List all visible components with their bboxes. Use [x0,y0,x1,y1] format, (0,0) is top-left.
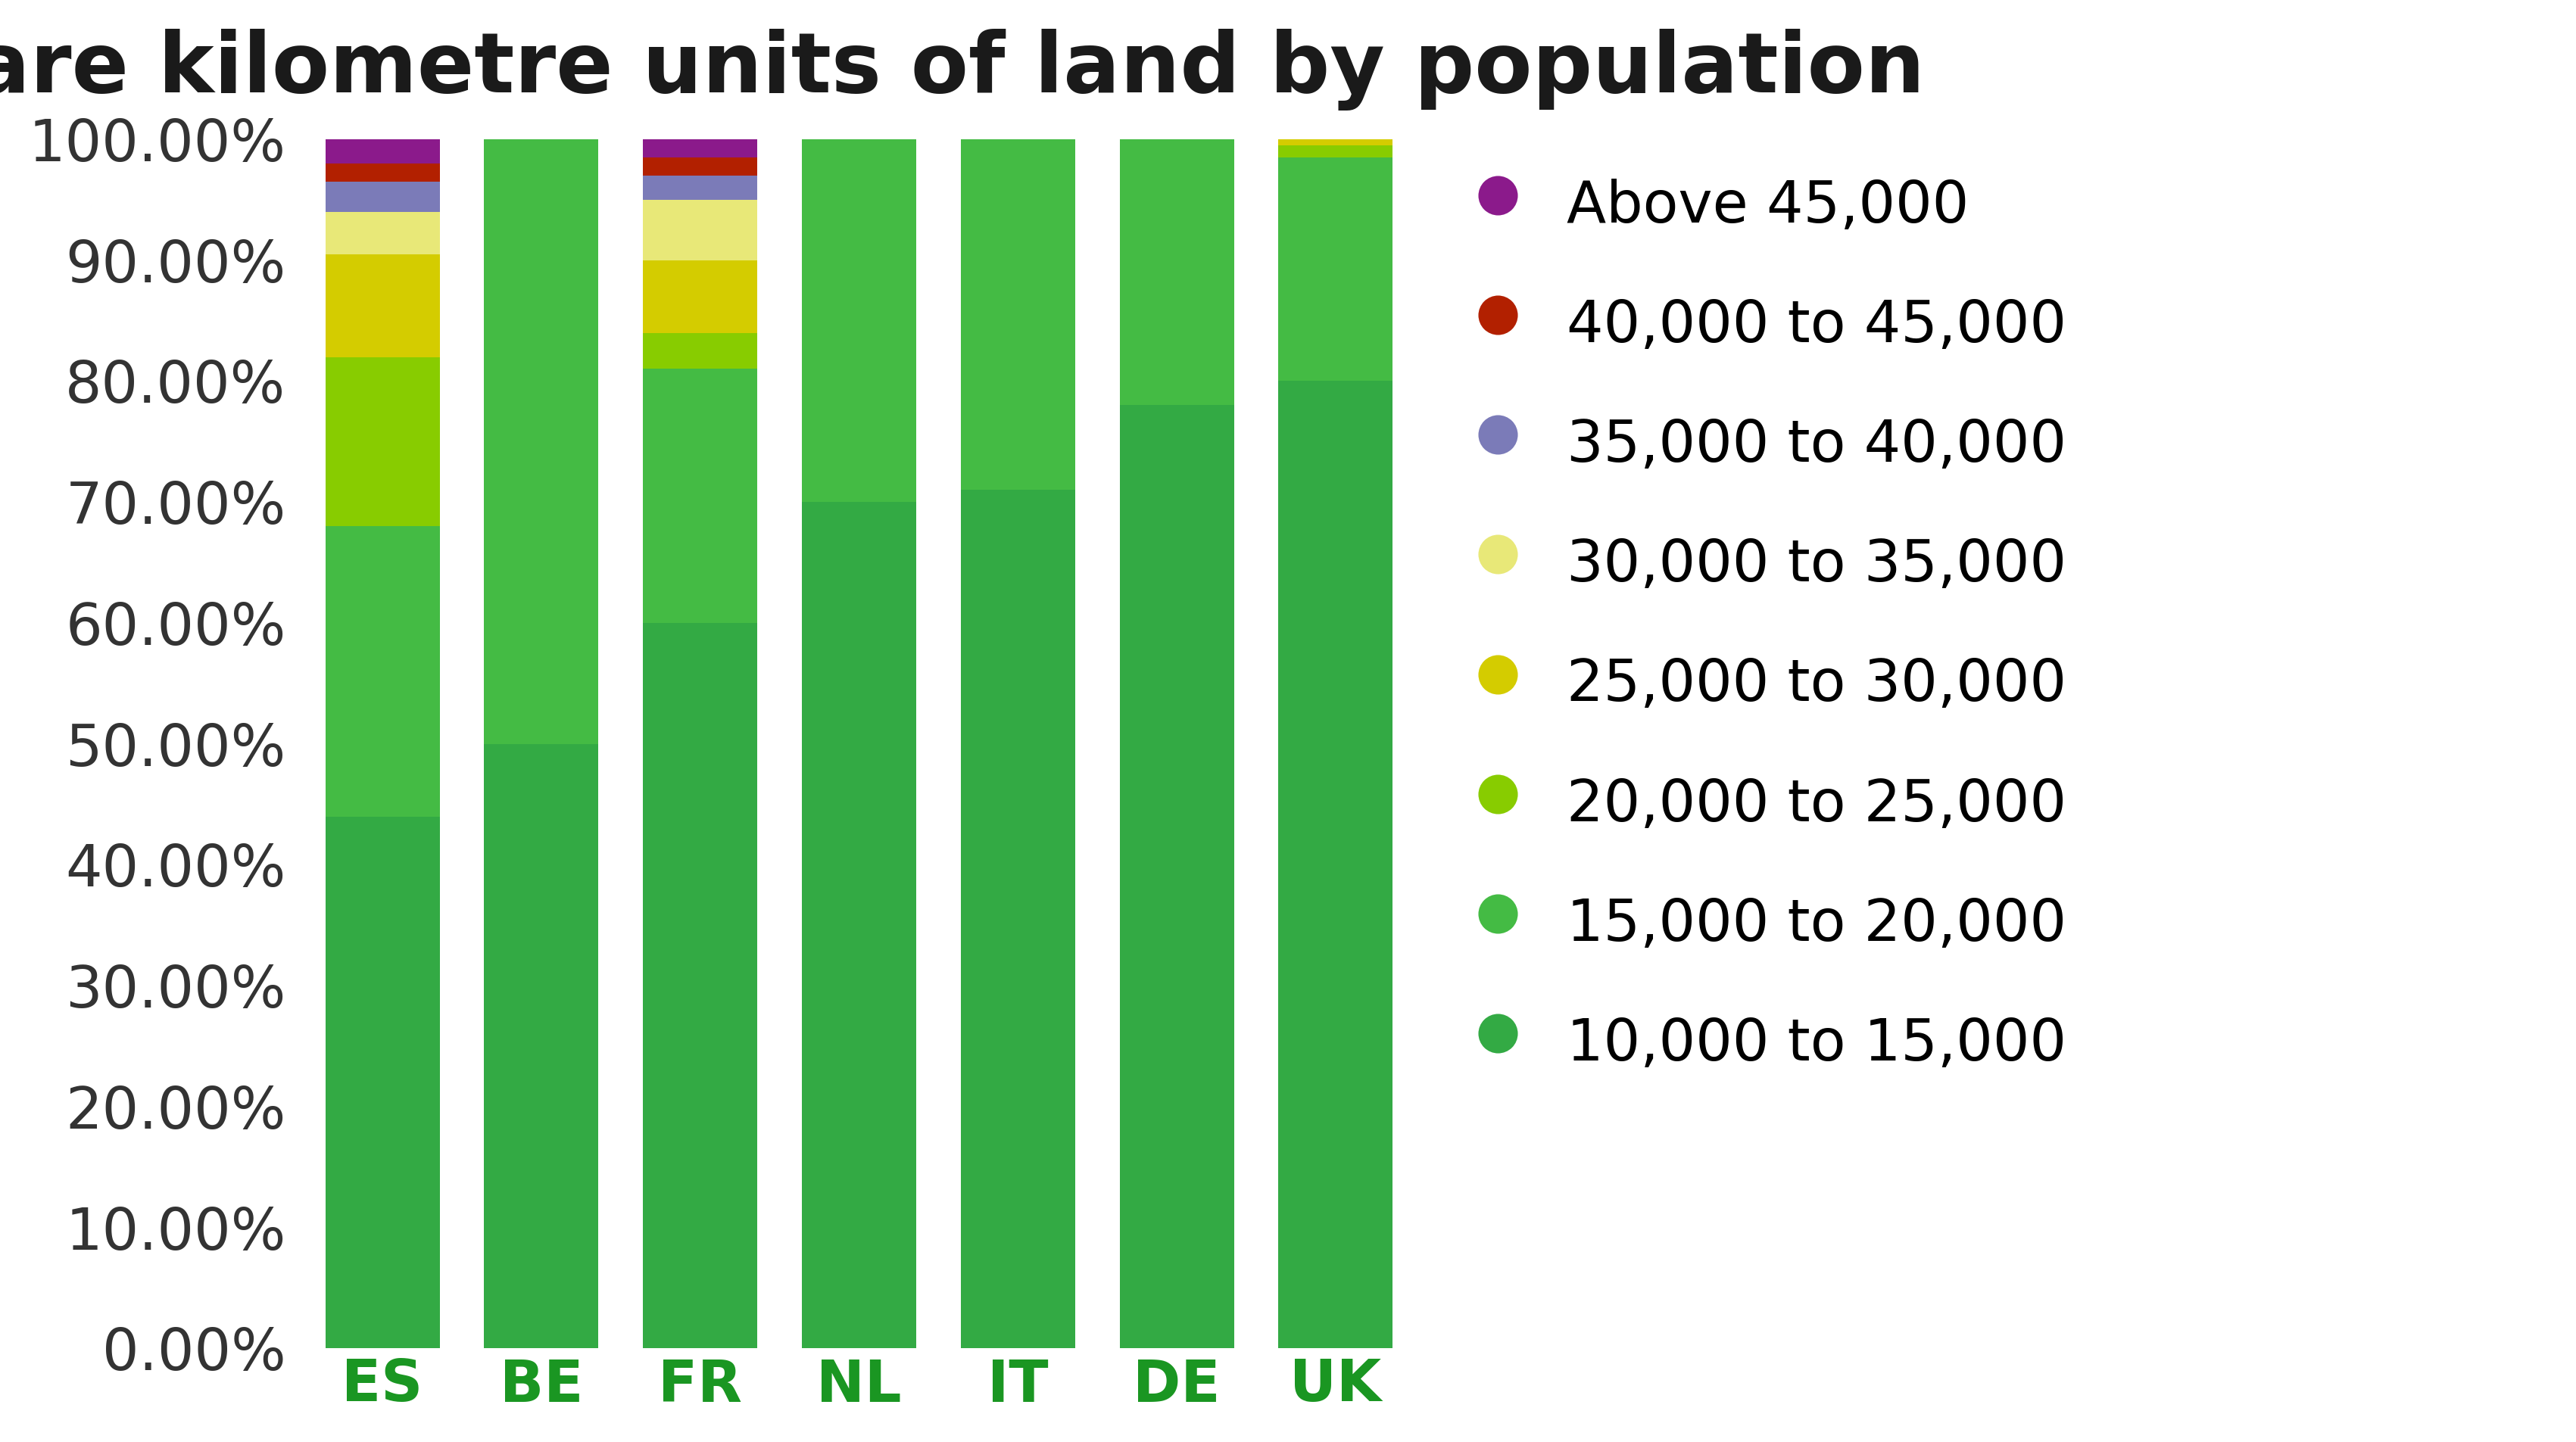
Bar [1278,157,1394,381]
Bar [801,140,917,502]
Bar [1121,405,1234,1348]
Bar [644,200,757,260]
Bar [1278,140,1394,146]
Bar [961,490,1074,1348]
Bar [325,212,440,254]
Bar [644,260,757,333]
Legend: Above 45,000, 40,000 to 45,000, 35,000 to 40,000, 30,000 to 35,000, 25,000 to 30: Above 45,000, 40,000 to 45,000, 35,000 t… [1473,169,2066,1077]
Bar [1278,146,1394,157]
Bar [644,140,757,157]
Bar [325,140,440,163]
Bar [325,358,440,526]
Bar [484,744,598,1348]
Bar [961,140,1074,490]
Title: Square kilometre units of land by population: Square kilometre units of land by popula… [0,29,1924,110]
Bar [325,816,440,1348]
Bar [644,157,757,176]
Bar [644,623,757,1348]
Bar [801,502,917,1348]
Bar [325,163,440,182]
Bar [325,182,440,212]
Bar [325,526,440,816]
Bar [644,176,757,200]
Bar [325,254,440,358]
Bar [644,369,757,623]
Bar [644,333,757,369]
Bar [1278,381,1394,1348]
Bar [484,140,598,744]
Bar [1121,140,1234,405]
